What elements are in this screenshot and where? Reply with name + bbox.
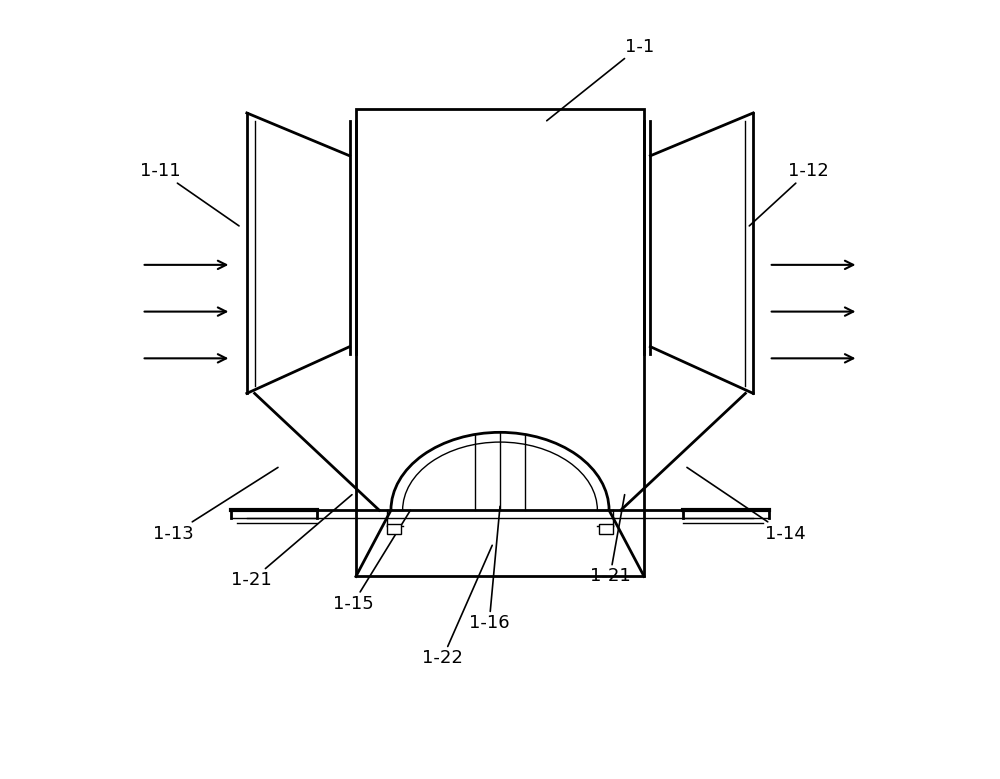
Bar bbox=[356, 109, 644, 576]
Bar bbox=[599, 524, 613, 534]
Text: 1-16: 1-16 bbox=[469, 506, 509, 633]
Text: 1-21: 1-21 bbox=[231, 495, 352, 590]
Text: 1-22: 1-22 bbox=[422, 545, 492, 668]
Text: 1-13: 1-13 bbox=[153, 467, 278, 543]
Text: 1-15: 1-15 bbox=[333, 510, 410, 613]
Text: 1-11: 1-11 bbox=[140, 162, 239, 226]
Text: 1-21: 1-21 bbox=[590, 495, 630, 586]
Text: 1-14: 1-14 bbox=[687, 467, 806, 543]
Text: 1-1: 1-1 bbox=[547, 37, 654, 121]
Bar bbox=[387, 524, 401, 534]
Text: 1-12: 1-12 bbox=[749, 162, 829, 226]
